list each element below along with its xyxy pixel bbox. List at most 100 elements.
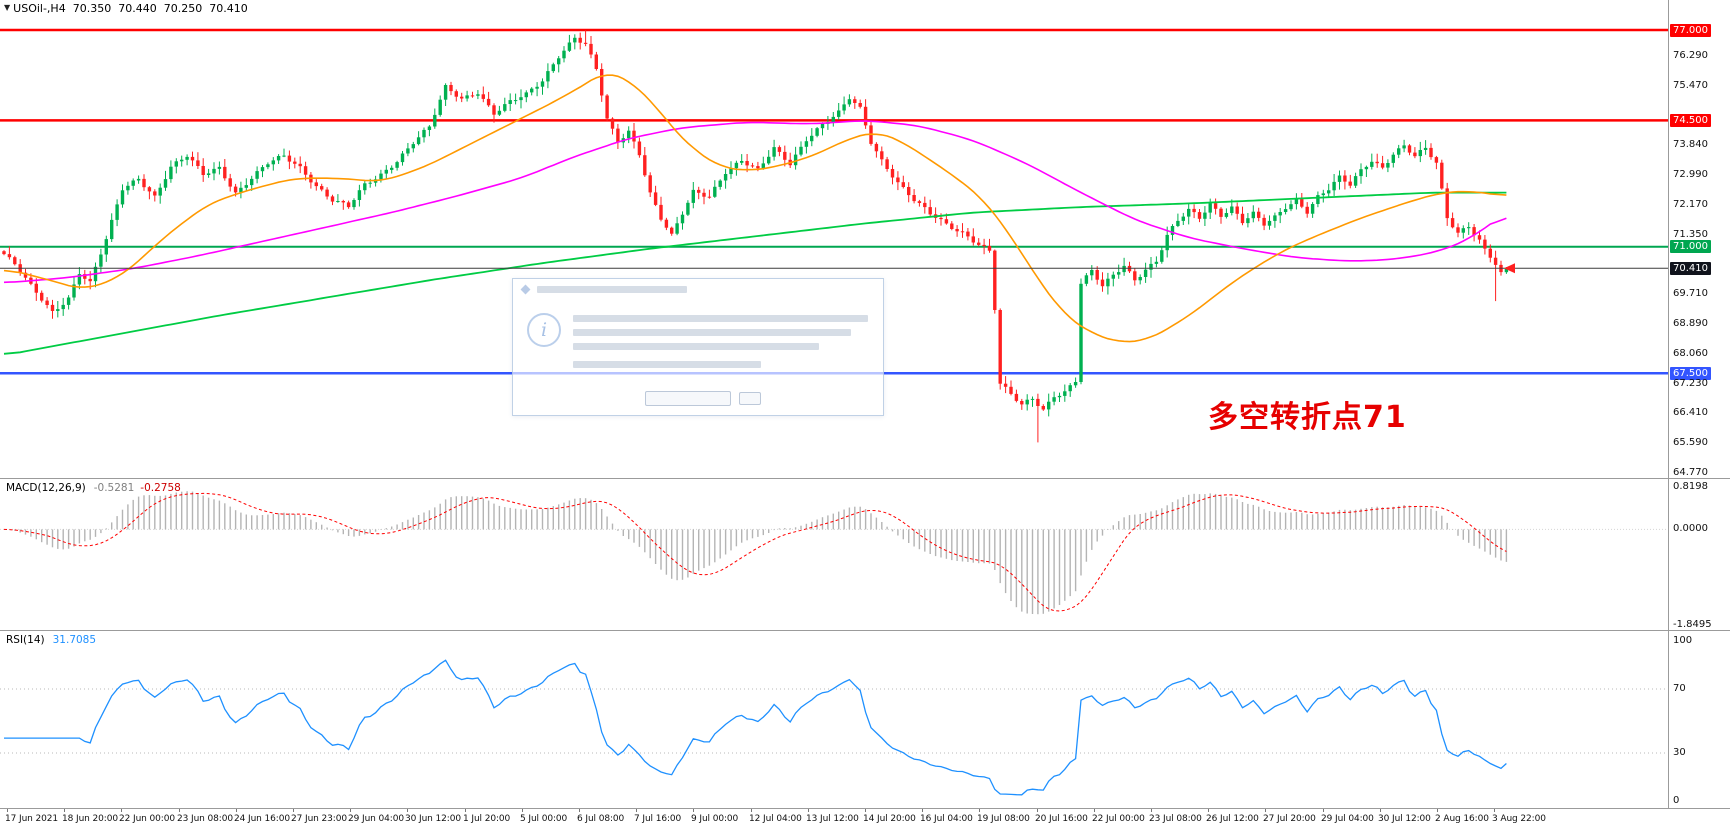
rsi-tick-label: 100 bbox=[1673, 635, 1693, 646]
rsi-name: RSI(14) bbox=[6, 634, 45, 646]
ma-slow-green-line bbox=[3, 191, 1507, 355]
time-tick-mark bbox=[1094, 809, 1095, 812]
time-axis-label: 1 Jul 20:00 bbox=[463, 814, 511, 824]
time-tick-mark bbox=[236, 809, 237, 812]
time-axis-label: 5 Jul 00:00 bbox=[520, 814, 568, 824]
dialog-primary-button[interactable] bbox=[645, 391, 731, 406]
time-axis[interactable]: 17 Jun 2021 18 Jun 20:00 22 Jun 00:00 23 Ju… bbox=[0, 808, 1730, 838]
rsi-line bbox=[4, 659, 1507, 796]
time-tick-mark bbox=[1037, 809, 1038, 812]
price-axis-column[interactable]: 77.000 76.290 75.470 74.500 73.840 72.990 72.1… bbox=[1668, 0, 1730, 838]
time-axis-label: 27 Jul 20:00 bbox=[1263, 814, 1316, 824]
open-value: 70.350 bbox=[72, 2, 112, 15]
time-tick-mark bbox=[636, 809, 637, 812]
time-axis-label: 20 Jul 16:00 bbox=[1035, 814, 1088, 824]
macd-histogram bbox=[8, 491, 1508, 615]
rsi-tick-label: 30 bbox=[1673, 747, 1686, 758]
macd-signal-line bbox=[3, 492, 1507, 612]
dialog-text-line bbox=[573, 343, 819, 350]
time-axis-label: 26 Jul 12:00 bbox=[1206, 814, 1259, 824]
time-axis-label: 23 Jul 08:00 bbox=[1149, 814, 1202, 824]
price-pointer-icon bbox=[1504, 263, 1515, 274]
time-tick-mark bbox=[465, 809, 466, 812]
price-axis-divider bbox=[1668, 0, 1669, 808]
time-axis-label: 12 Jul 04:00 bbox=[749, 814, 802, 824]
time-tick-mark bbox=[1494, 809, 1495, 812]
time-axis-label: 6 Jul 08:00 bbox=[577, 814, 625, 824]
time-axis-label: 30 Jul 12:00 bbox=[1378, 814, 1431, 824]
time-axis-label: 17 Jun 2021 bbox=[5, 814, 59, 824]
candlesticks bbox=[2, 30, 1509, 443]
time-axis-label: 9 Jul 00:00 bbox=[691, 814, 739, 824]
time-tick-mark bbox=[407, 809, 408, 812]
macd-canvas bbox=[0, 491, 1668, 615]
time-tick-mark bbox=[179, 809, 180, 812]
time-axis-label: 16 Jul 04:00 bbox=[920, 814, 973, 824]
low-value: 70.250 bbox=[163, 2, 203, 15]
price-tick-label: 65.590 bbox=[1673, 437, 1708, 448]
price-tick-label: 73.840 bbox=[1673, 139, 1708, 150]
time-axis-label: 3 Aug 22:00 bbox=[1492, 814, 1546, 824]
macd-panel[interactable]: MACD(12,26,9) -0.5281 -0.2758 bbox=[0, 478, 1730, 630]
main-chart-panel[interactable]: ▼ USOil-,H4 70.350 70.440 70.250 70.410 i 多空转… bbox=[0, 0, 1730, 478]
ma-mid-magenta-line bbox=[3, 120, 1507, 284]
time-axis-label: 7 Jul 16:00 bbox=[634, 814, 682, 824]
rsi-canvas bbox=[0, 659, 1668, 796]
symbol-period-label: USOil-,H4 bbox=[13, 2, 66, 15]
rsi-panel[interactable]: RSI(14) 31.7085 bbox=[0, 630, 1730, 808]
time-axis-label: 18 Jun 20:00 bbox=[62, 814, 118, 824]
time-axis-label: 22 Jun 00:00 bbox=[119, 814, 175, 824]
macd-tick-label: -1.8495 bbox=[1673, 619, 1712, 630]
time-tick-mark bbox=[579, 809, 580, 812]
chart-annotation-text: 多空转折点71 bbox=[1208, 400, 1407, 435]
price-tick-label: 64.770 bbox=[1673, 467, 1708, 478]
high-value: 70.440 bbox=[118, 2, 157, 15]
price-badge-74.500: 74.500 bbox=[1670, 114, 1711, 127]
main-chart-canvas bbox=[0, 28, 1668, 443]
price-tick-label: 75.470 bbox=[1673, 80, 1708, 91]
dialog-text-line bbox=[573, 329, 851, 336]
dialog-secondary-button[interactable] bbox=[739, 392, 761, 405]
dialog-title-icon bbox=[520, 284, 531, 295]
time-axis-label: 29 Jul 04:00 bbox=[1321, 814, 1374, 824]
time-tick-mark bbox=[121, 809, 122, 812]
price-tick-label: 72.170 bbox=[1673, 199, 1708, 210]
time-axis-label: 13 Jul 12:00 bbox=[806, 814, 859, 824]
rsi-indicator-label: RSI(14) 31.7085 bbox=[6, 634, 96, 646]
price-tick-label: 68.060 bbox=[1673, 348, 1708, 359]
rsi-tick-label: 0 bbox=[1673, 795, 1680, 806]
time-tick-mark bbox=[865, 809, 866, 812]
chart-header: ▼ USOil-,H4 70.350 70.440 70.250 70.410 bbox=[4, 2, 248, 15]
time-axis-label: 22 Jul 00:00 bbox=[1092, 814, 1145, 824]
price-badge-71.000: 71.000 bbox=[1670, 240, 1711, 253]
dialog-title-text-line bbox=[537, 286, 687, 293]
ma-fast-orange-line bbox=[3, 74, 1507, 343]
macd-tick-label: 0.0000 bbox=[1673, 523, 1708, 534]
macd-main-value: -0.5281 bbox=[93, 482, 135, 494]
dialog-info-icon: i bbox=[527, 313, 561, 347]
dialog-text-line bbox=[573, 315, 868, 322]
time-axis-label: 23 Jun 08:00 bbox=[177, 814, 233, 824]
time-axis-label: 2 Aug 16:00 bbox=[1435, 814, 1489, 824]
price-tick-label: 71.350 bbox=[1673, 229, 1708, 240]
macd-signal-value: -0.2758 bbox=[140, 482, 181, 494]
time-tick-mark bbox=[979, 809, 980, 812]
time-tick-mark bbox=[350, 809, 351, 812]
time-tick-mark bbox=[64, 809, 65, 812]
dialog-text-line bbox=[573, 361, 761, 368]
time-axis-label: 29 Jun 04:00 bbox=[348, 814, 404, 824]
price-tick-label: 66.410 bbox=[1673, 407, 1708, 418]
price-tick-label: 69.710 bbox=[1673, 288, 1708, 299]
time-tick-mark bbox=[751, 809, 752, 812]
macd-tick-label: 0.8198 bbox=[1673, 481, 1708, 492]
time-tick-mark bbox=[522, 809, 523, 812]
time-tick-mark bbox=[7, 809, 8, 812]
watermark-dialog: i bbox=[512, 278, 884, 416]
symbol-marker-icon: ▼ bbox=[4, 3, 11, 12]
time-tick-mark bbox=[922, 809, 923, 812]
close-value: 70.410 bbox=[209, 2, 248, 15]
time-tick-mark bbox=[1437, 809, 1438, 812]
price-badge-77.000: 77.000 bbox=[1670, 24, 1711, 37]
price-badge-67.500: 67.500 bbox=[1670, 367, 1711, 380]
